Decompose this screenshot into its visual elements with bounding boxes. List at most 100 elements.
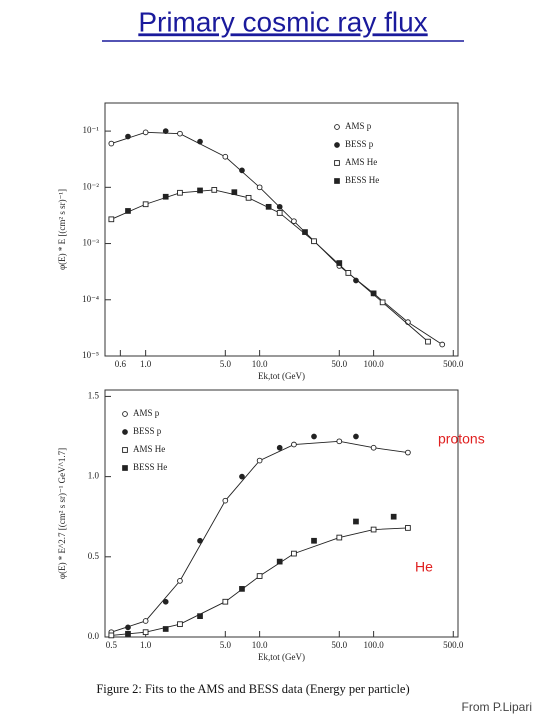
x-tick-label: 50.0 [331,640,347,650]
legend-label: BESS He [345,175,379,185]
y-axis-label: φ(E) * E^2.7 [(cm² s sr)⁻¹ GeV^1.7] [57,448,67,579]
point [311,537,317,544]
point [125,133,131,140]
point [370,526,377,533]
x-tick-label: 100.0 [363,359,384,369]
y-tick-label: 10⁻¹ [83,125,100,135]
point [370,290,377,297]
point [439,341,446,348]
point [108,140,115,147]
point [353,518,359,525]
point [142,629,149,636]
point [125,624,131,631]
point [256,573,263,579]
plot-frame [104,389,459,638]
x-tick-label: 50.0 [331,359,347,369]
x-tick-label: 10.0 [252,359,268,369]
point [142,201,149,208]
point [276,558,283,565]
x-tick-label: 0.5 [106,640,118,650]
fit-line [111,189,429,342]
point [256,457,263,464]
point [222,497,229,504]
point [108,216,115,223]
point [311,238,317,245]
point [291,218,297,225]
point [405,525,411,531]
point [239,167,245,174]
point [353,277,359,284]
point [379,299,386,306]
point [265,203,272,210]
point [336,260,343,266]
point [276,203,283,210]
point [336,534,343,541]
point [239,473,245,480]
y-axis-label: φ(E) * E [(cm² s sr)⁻¹] [57,189,67,270]
x-tick-label: 500.0 [443,359,464,369]
point [197,613,203,619]
y-tick-label: 0.0 [88,631,100,641]
legend-label: AMS p [345,121,372,131]
point [211,187,218,193]
annotation: protons [438,431,485,447]
point [222,598,229,605]
legend-marker [334,124,340,130]
point [162,128,169,134]
y-tick-label: 10⁻⁴ [82,294,99,304]
point [291,441,297,448]
slide-title: Primary cosmic ray flux [138,6,427,37]
x-tick-label: 5.0 [220,640,232,650]
point [291,550,297,557]
legend-label: AMS He [133,444,165,454]
point [142,129,149,136]
legend-marker [122,411,128,417]
x-tick-label: 0.6 [115,359,127,369]
x-axis-label: Ek,tot (GeV) [258,371,305,381]
point [162,626,169,632]
legend-marker [122,447,128,453]
legend-marker [334,160,340,166]
point [177,621,183,628]
legend-marker [334,178,340,184]
annotation: He [415,559,433,575]
x-tick-label: 500.0 [443,640,464,650]
y-tick-label: 1.5 [88,390,100,400]
legend-marker [334,142,340,148]
point [276,444,283,451]
point [276,210,283,216]
y-tick-label: 10⁻⁵ [82,350,99,360]
x-tick-label: 1.0 [140,640,152,650]
legend-label: BESS p [345,139,374,149]
legend-label: BESS p [133,426,162,436]
plot-frame [104,102,459,357]
point [197,537,203,544]
point [336,438,343,445]
x-tick-label: 1.0 [140,359,152,369]
y-tick-label: 1.0 [88,471,100,481]
point [177,578,183,584]
point [108,632,115,639]
x-tick-label: 100.0 [363,640,384,650]
fit-line [111,131,443,345]
point [370,444,377,451]
x-tick-label: 10.0 [252,640,268,650]
point [425,338,431,345]
point [245,194,252,201]
legend-label: AMS He [345,157,377,167]
point [162,193,169,200]
point [353,433,359,440]
point [222,153,229,160]
figure-caption: Figure 2: Fits to the AMS and BESS data … [96,682,409,696]
legend-marker [122,429,128,435]
point [177,189,183,196]
point [302,229,308,235]
y-tick-label: 0.5 [88,551,100,561]
x-axis-label: Ek,tot (GeV) [258,652,305,662]
point [197,187,203,194]
point [311,433,317,440]
point [125,208,131,214]
point [177,130,183,137]
